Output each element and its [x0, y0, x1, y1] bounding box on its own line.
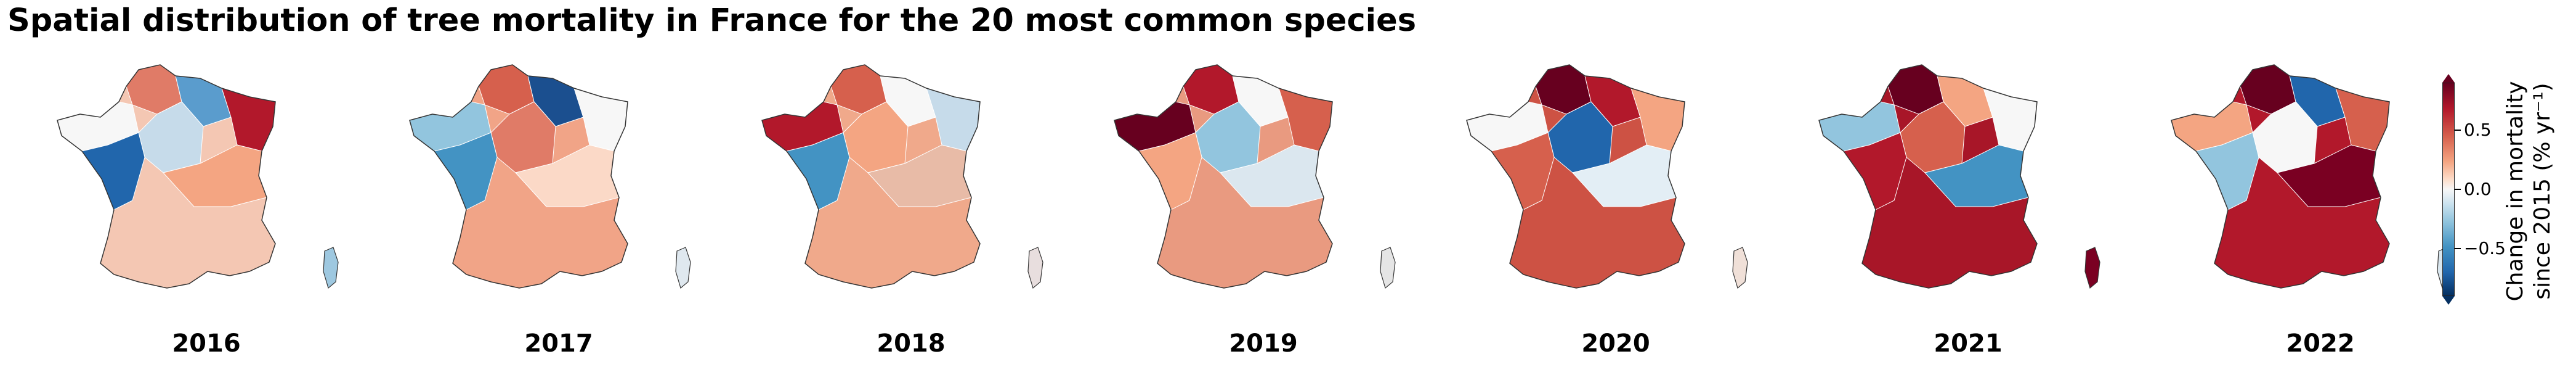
- ecoregion-patch: [2252, 101, 2318, 173]
- country-outline: [1466, 64, 1685, 289]
- colorbar-gradient: [2442, 83, 2455, 296]
- ecoregion-patch: [1547, 101, 1613, 173]
- ecoregion-patch: [1195, 101, 1261, 173]
- map-panel-2016: [46, 59, 367, 318]
- corsica-region: [1732, 247, 1748, 289]
- colorbar-tick: [2455, 248, 2461, 250]
- france-map-2020: [1466, 64, 1748, 289]
- country-outline: [409, 64, 628, 289]
- country-outline: [2171, 64, 2390, 289]
- ecoregion-patch: [843, 101, 909, 173]
- ecoregion-patch: [1900, 101, 1966, 173]
- corsica-region: [675, 247, 691, 289]
- colorbar-label-line1: Change in mortality: [2503, 81, 2528, 302]
- france-map-2022: [2171, 64, 2453, 289]
- map-panel-2017: [399, 59, 719, 318]
- france-map-2018: [761, 64, 1043, 289]
- figure-title: Spatial distribution of tree mortality i…: [7, 2, 1417, 39]
- country-outline: [761, 64, 981, 289]
- colorbar-label-line2: since 2015 (% yr⁻¹): [2530, 83, 2555, 300]
- year-label-2018: 2018: [877, 329, 946, 358]
- map-panel-2020: [1456, 59, 1776, 318]
- corsica-region: [2084, 247, 2100, 289]
- colorbar-tick-label: 0.0: [2464, 179, 2492, 199]
- country-outline: [57, 64, 276, 289]
- ecoregion-patch: [138, 101, 204, 173]
- year-label-2021: 2021: [1934, 329, 2003, 358]
- year-label-2016: 2016: [172, 329, 241, 358]
- colorbar-tick: [2455, 129, 2461, 131]
- year-label-2017: 2017: [524, 329, 593, 358]
- ecoregion-patch: [490, 101, 556, 173]
- colorbar-extend-max: [2442, 74, 2455, 83]
- map-panel-2021: [1808, 59, 2128, 318]
- france-map-2017: [409, 64, 691, 289]
- corsica-region: [1380, 247, 1396, 289]
- year-label-2019: 2019: [1229, 329, 1298, 358]
- country-outline: [1818, 64, 2038, 289]
- map-panel-2019: [1103, 59, 1424, 318]
- country-outline: [1114, 64, 1333, 289]
- colorbar-tick-label: 0.5: [2464, 119, 2492, 140]
- colorbar-extend-min: [2442, 296, 2455, 305]
- colorbar-label: Change in mortality since 2015 (% yr⁻¹): [2502, 81, 2556, 301]
- corsica-region: [323, 247, 339, 289]
- france-map-2019: [1114, 64, 1396, 289]
- map-panel-2018: [751, 59, 1071, 318]
- corsica-region: [1027, 247, 1043, 289]
- colorbar-tick: [2455, 189, 2461, 190]
- colorbar: [2442, 74, 2455, 305]
- map-panel-2022: [2160, 59, 2481, 318]
- france-map-2021: [1818, 64, 2100, 289]
- year-label-2020: 2020: [1581, 329, 1650, 358]
- year-label-2022: 2022: [2286, 329, 2355, 358]
- france-map-2016: [57, 64, 339, 289]
- colorbar-tick-label: −0.5: [2464, 238, 2506, 259]
